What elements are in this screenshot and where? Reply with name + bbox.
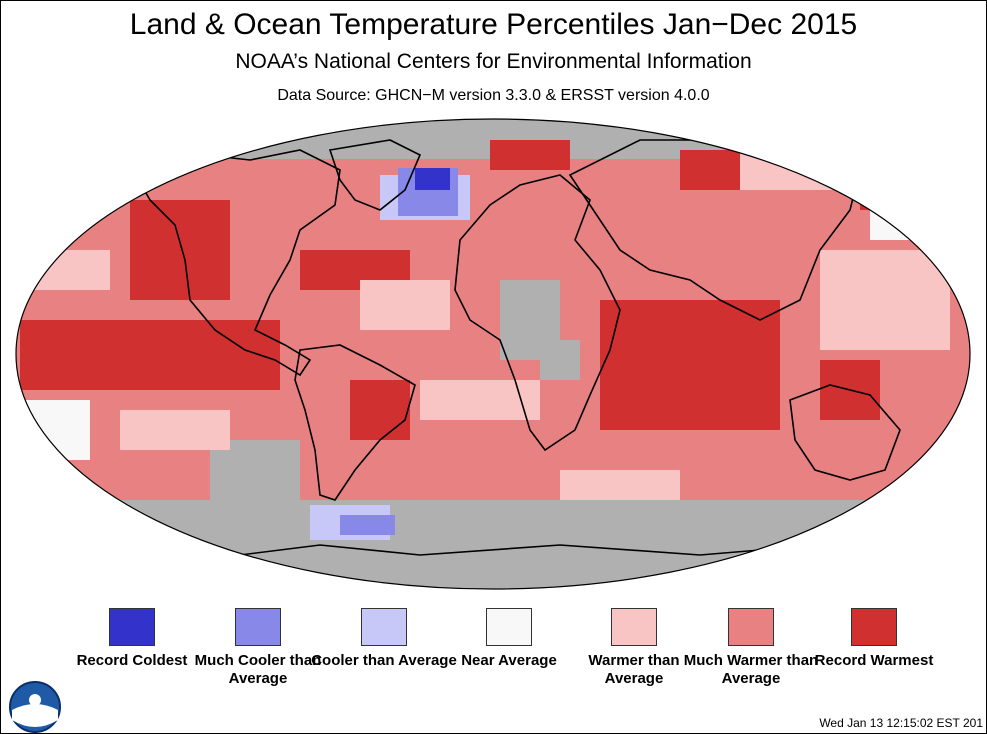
globe-outline <box>15 118 971 590</box>
legend-label: Near Average <box>461 652 557 669</box>
anomaly-cell-warmer <box>420 380 540 420</box>
legend-warmer: Warmer than Average <box>559 608 709 688</box>
anomaly-cell-record-warmest <box>20 320 280 390</box>
greenland-outline <box>328 139 422 211</box>
legend-swatch <box>851 608 897 646</box>
noaa-logo <box>9 681 61 733</box>
legend-much-warmer: Much Warmer than Average <box>676 608 826 688</box>
anomaly-cell-no-data <box>16 500 970 589</box>
anomaly-cell-record-warmest <box>860 170 950 210</box>
legend-swatch <box>611 608 657 646</box>
south-america-outline <box>294 344 416 501</box>
anomaly-cell-near <box>20 400 90 460</box>
legend-swatch <box>109 608 155 646</box>
map-title: Land & Ocean Temperature Percentiles Jan… <box>129 8 858 41</box>
legend-swatch <box>235 608 281 646</box>
timestamp: Wed Jan 13 12:15:02 EST 201 <box>819 716 983 730</box>
anomaly-cell-warmer <box>360 280 450 330</box>
data-source: Data Source: GHCN−M version 3.3.0 & ERSS… <box>277 87 710 104</box>
legend-record-coldest: Record Coldest <box>57 608 207 670</box>
anomaly-cell-cooler <box>70 490 95 505</box>
legend-near: Near Average <box>434 608 584 670</box>
legend-cooler: Cooler than Average <box>309 608 459 670</box>
legend-much-cooler: Much Cooler than Average <box>183 608 333 688</box>
anomaly-cell-warmer <box>20 250 110 290</box>
anomaly-cell-much-cooler <box>340 515 395 535</box>
anomaly-cell-near <box>870 200 960 240</box>
legend-label: Much Warmer than Average <box>683 652 819 687</box>
legend-label: Record Warmest <box>814 652 934 669</box>
anomaly-cell-record-warmest <box>600 300 780 430</box>
anomaly-cell-warmer <box>820 250 950 350</box>
europe-africa-outline <box>454 174 621 452</box>
legend-swatch <box>361 608 407 646</box>
anomaly-cell-record-warmest <box>130 200 230 300</box>
legend-label: Warmer than Average <box>588 652 680 687</box>
legend-record-warmest: Record Warmest <box>799 608 949 670</box>
map-subtitle: NOAA’s National Centers for Environmenta… <box>235 50 752 73</box>
australia-outline <box>789 384 901 481</box>
map-grid <box>16 119 970 589</box>
legend-label: Record Coldest <box>76 652 188 669</box>
legend-swatch <box>728 608 774 646</box>
anomaly-cell-record-coldest <box>415 168 450 190</box>
legend-label: Cooler than Average <box>311 652 457 669</box>
north-america-outline <box>128 149 341 377</box>
anomaly-cell-record-warmest <box>490 140 570 170</box>
anomaly-cell-warmer <box>120 410 230 450</box>
world-map <box>15 118 971 590</box>
legend-swatch <box>486 608 532 646</box>
anomaly-cell-warmer <box>560 470 680 500</box>
anomaly-cell-record-warmest <box>350 380 410 440</box>
legend-label: Much Cooler than Average <box>194 652 322 687</box>
anomaly-cell-no-data <box>540 340 580 380</box>
